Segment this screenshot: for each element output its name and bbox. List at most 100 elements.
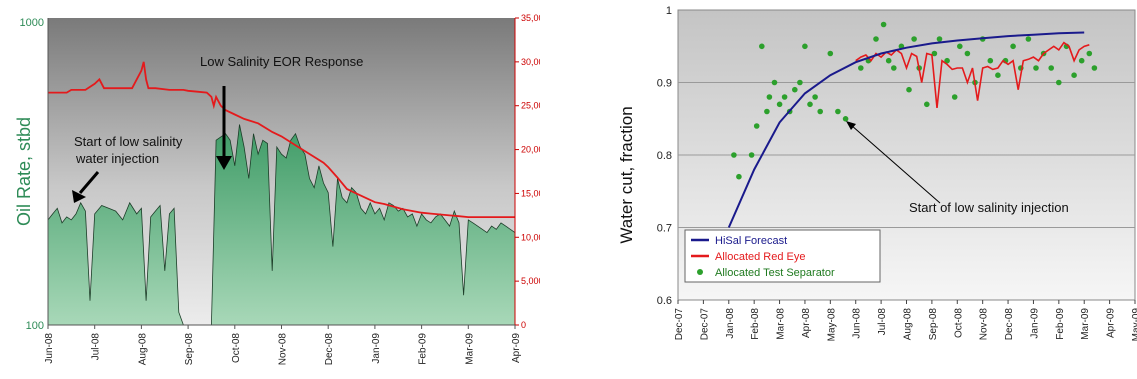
- test-separator-point: [835, 108, 841, 115]
- legend-label: Allocated Red Eye: [715, 251, 806, 263]
- x-tick-label: Jan-09: [371, 333, 382, 364]
- annotation-text: Low Salinity EOR Response: [200, 54, 363, 69]
- x-tick-label: Mar-09: [1080, 308, 1091, 340]
- oil-rate-series: [47, 124, 516, 326]
- legend-swatch-test-separator: [697, 269, 703, 275]
- annotation-text: Start of low salinity: [74, 134, 183, 149]
- test-separator-point: [797, 79, 803, 86]
- x-tick-label: Mar-08: [776, 308, 787, 340]
- legend-label: Allocated Test Separator: [715, 267, 835, 279]
- salinity-series: [48, 61, 515, 218]
- test-separator-point: [873, 36, 879, 42]
- test-separator-point: [957, 43, 963, 50]
- x-tick-label: Dec-08: [1004, 308, 1015, 341]
- x-tick-label: Jun-08: [852, 308, 863, 339]
- x-tick-label: Dec-08: [324, 333, 335, 366]
- x-tick-label: Sep-08: [928, 308, 939, 341]
- test-separator-point: [1025, 36, 1032, 42]
- test-separator-point: [766, 94, 773, 100]
- test-separator-point: [858, 65, 864, 71]
- test-separator-point: [753, 123, 760, 129]
- test-separator-point: [911, 36, 917, 42]
- test-separator-point: [931, 50, 938, 57]
- test-separator-point: [987, 57, 994, 64]
- test-separator-point: [951, 94, 958, 100]
- x-tick-label: Feb-08: [750, 308, 761, 340]
- annotation-arrowhead: [846, 121, 856, 130]
- test-separator-point: [764, 108, 770, 115]
- test-separator-point: [906, 86, 912, 93]
- y-axis-title: Water cut, fraction: [617, 106, 636, 243]
- test-separator-point: [731, 152, 737, 158]
- annotation-arrow: [850, 124, 941, 204]
- test-separator-point: [776, 101, 783, 108]
- legend-box: [684, 229, 881, 283]
- y-tick-label: 0.6: [657, 295, 672, 307]
- test-separator-point: [827, 50, 834, 57]
- x-tick-label: Aug-08: [137, 333, 148, 366]
- test-separator-point: [771, 79, 778, 86]
- annotation-text: water injection: [75, 151, 159, 166]
- x-tick-label: Oct-08: [231, 333, 242, 363]
- y-tick-label: 0.9: [657, 78, 672, 90]
- test-separator-point: [1033, 65, 1039, 71]
- y1-axis-title: Oil Rate, stbd: [14, 117, 34, 226]
- x-tick-label: Dec-07: [699, 308, 710, 341]
- hisal-forecast-series: [727, 31, 1085, 228]
- x-tick-label: Feb-09: [418, 333, 429, 365]
- test-separator-point: [1048, 65, 1054, 71]
- test-separator-point: [1086, 50, 1093, 57]
- x-tick-label: Apr-08: [801, 308, 812, 338]
- test-separator-point: [792, 86, 798, 93]
- test-separator-point: [885, 57, 892, 64]
- test-separator-point: [936, 36, 943, 42]
- test-separator-point: [759, 43, 765, 50]
- x-tick-label: Jul-08: [877, 308, 888, 336]
- y1-tick-label: 100: [26, 320, 44, 332]
- test-separator-point: [891, 65, 897, 71]
- oil-rate-salinity-chart: 100010005,00010,00015,00020,00025,00030,…: [14, 13, 540, 366]
- test-separator-point: [748, 152, 755, 158]
- annotation-arrowhead: [72, 190, 86, 203]
- y2-tick-label: 15,000: [521, 188, 540, 198]
- y2-tick-label: 25,000: [521, 101, 540, 111]
- test-separator-point: [924, 101, 930, 108]
- annotation-arrowhead: [216, 156, 232, 170]
- x-tick-label: Nov-08: [278, 333, 289, 366]
- test-separator-point: [944, 57, 950, 64]
- y2-tick-label: 10,000: [521, 232, 540, 242]
- annotation-text: Start of low salinity injection: [909, 200, 1069, 215]
- test-separator-point: [1078, 57, 1085, 64]
- x-tick-label: May-08: [826, 308, 837, 342]
- test-separator-point: [807, 101, 813, 108]
- x-tick-label: Sep-08: [184, 333, 195, 366]
- y1-tick-label: 1000: [20, 17, 44, 29]
- test-separator-point: [842, 116, 849, 122]
- x-tick-label: Jun-08: [44, 333, 55, 364]
- x-tick-label: Apr-09: [1106, 308, 1117, 338]
- test-separator-point: [1071, 72, 1077, 78]
- test-separator-point: [1056, 79, 1062, 86]
- x-tick-label: May-09: [1131, 308, 1137, 342]
- test-separator-point: [1010, 43, 1016, 50]
- y2-tick-label: 0: [521, 320, 526, 330]
- annotation-arrow: [78, 171, 100, 194]
- test-separator-point: [812, 94, 818, 100]
- test-separator-point: [964, 50, 971, 57]
- x-tick-label: Apr-09: [511, 333, 522, 363]
- x-tick-label: Nov-08: [979, 308, 990, 341]
- test-separator-point: [802, 43, 808, 50]
- test-separator-point: [1091, 65, 1098, 71]
- test-separator-point: [817, 108, 823, 115]
- test-separator-point: [781, 94, 788, 100]
- test-separator-point: [736, 173, 742, 180]
- x-tick-label: Mar-09: [464, 333, 475, 365]
- y-tick-label: 0.8: [657, 150, 672, 162]
- water-cut-chart: 0.6 0.7 0.8 0.9 1 Dec-07 Dec-07 Jan-08 Feb-08 Mar…: [617, 5, 1137, 342]
- x-tick-label: Aug-08: [903, 308, 914, 341]
- y-tick-label: 1: [666, 5, 672, 17]
- y2-tick-label: 20,000: [521, 145, 540, 155]
- x-tick-label: Oct-08: [953, 308, 964, 338]
- x-tick-label: Jan-09: [1029, 308, 1040, 339]
